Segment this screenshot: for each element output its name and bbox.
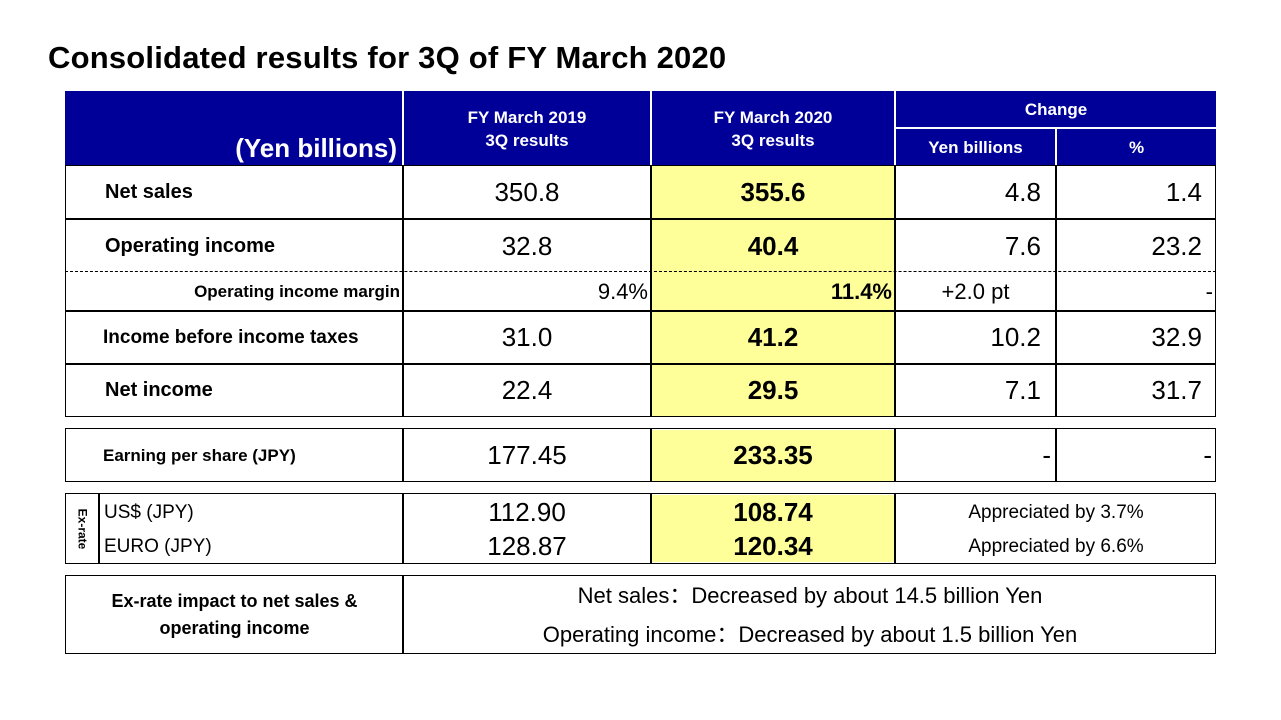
exrate-table xyxy=(65,493,1216,564)
value-change: 7.6 xyxy=(1004,230,1041,261)
value-curr: 29.5 xyxy=(747,375,799,405)
page-title: Consolidated results for 3Q of FY March … xyxy=(48,40,727,75)
header-fy2020: FY March 2020 3Q results xyxy=(713,108,833,150)
unit-label: (Yen billions) xyxy=(235,132,397,163)
value-prev: 31.0 xyxy=(501,322,553,352)
value-pct: - xyxy=(1205,278,1213,304)
highlight-column xyxy=(652,166,894,416)
header-change-pct: % xyxy=(1128,137,1145,157)
appreciation-note: Appreciated by 6.6% xyxy=(968,535,1144,557)
header-change-yen: Yen billions xyxy=(928,137,1023,157)
value-pct: 32.9 xyxy=(1151,322,1202,352)
value-prev: 128.87 xyxy=(487,531,567,561)
value-change: - xyxy=(1042,440,1051,470)
impact-label: Ex-rate impact to net sales & operating … xyxy=(111,590,358,638)
row-label: Income before income taxes xyxy=(103,326,359,348)
value-curr: 11.4% xyxy=(830,278,892,304)
value-curr: 40.4 xyxy=(747,230,799,261)
value-change: +2.0 pt xyxy=(941,278,1010,304)
value-prev: 350.8 xyxy=(494,176,560,207)
row-label: Earning per share (JPY) xyxy=(103,445,296,465)
value-pct: 23.2 xyxy=(1151,230,1202,261)
row-label: Operating income margin xyxy=(194,281,400,301)
value-curr: 108.74 xyxy=(733,497,813,527)
value-prev: 112.90 xyxy=(488,497,566,527)
appreciation-note: Appreciated by 3.7% xyxy=(968,501,1144,523)
row-label: Net sales xyxy=(105,180,193,203)
value-prev: 32.8 xyxy=(501,230,553,261)
impact-details: Net sales：Decreased by about 14.5 billio… xyxy=(404,577,1216,652)
exrate-side-label: Ex-rate xyxy=(75,508,90,549)
header-fy2019: FY March 2019 3Q results xyxy=(467,108,587,150)
row-label: Operating income xyxy=(105,234,276,257)
eps-table xyxy=(65,428,1216,482)
value-prev: 22.4 xyxy=(501,375,553,405)
impact-net-sales: Net sales：Decreased by about 14.5 billio… xyxy=(577,582,1043,608)
value-change: 4.8 xyxy=(1004,176,1041,207)
value-pct: - xyxy=(1203,440,1212,470)
value-change: 7.1 xyxy=(1004,375,1041,405)
header-change: Change xyxy=(1024,100,1088,119)
value-curr: 120.34 xyxy=(733,531,813,561)
row-label: Net income xyxy=(105,379,213,401)
value-prev: 9.4% xyxy=(597,278,648,304)
row-label: US$ (JPY) xyxy=(104,501,194,523)
value-curr: 233.35 xyxy=(733,440,813,470)
value-change: 10.2 xyxy=(990,322,1041,352)
value-curr: 355.6 xyxy=(740,176,806,207)
value-pct: 1.4 xyxy=(1165,176,1202,207)
value-prev: 177.45 xyxy=(487,440,567,470)
row-label: EURO (JPY) xyxy=(104,535,212,557)
value-pct: 31.7 xyxy=(1151,375,1202,405)
value-curr: 41.2 xyxy=(747,322,799,352)
impact-table xyxy=(65,575,1216,654)
impact-operating-income: Operating income：Decreased by about 1.5 … xyxy=(542,621,1078,647)
